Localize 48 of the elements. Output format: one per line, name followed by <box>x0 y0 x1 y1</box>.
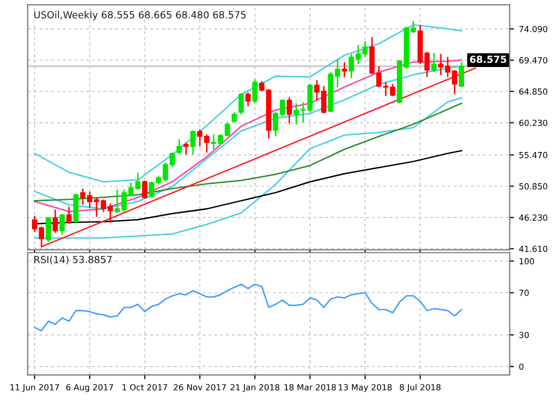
line-series <box>34 284 462 332</box>
ref-line-label: 68.575 <box>470 56 506 63</box>
candlestick <box>183 142 189 156</box>
candlestick <box>458 61 464 88</box>
chart-title: RSI(14) 53.8857 <box>34 256 112 264</box>
x-tick-label: 26 Nov 2017 <box>174 384 226 390</box>
candlestick <box>46 216 51 243</box>
candlestick <box>52 208 58 234</box>
y-tick-label: 46.230 <box>519 214 548 221</box>
text: USOil,Weekly 68.555 68.665 68.480 68.575 <box>34 10 246 20</box>
candlestick <box>38 226 44 248</box>
x-tick-label: 6 Aug 2017 <box>66 384 113 392</box>
y-tick-label: 69.470 <box>519 57 548 64</box>
candlestick <box>252 78 258 104</box>
x-tick-label: 1 Oct 2017 <box>122 384 168 390</box>
candlestick <box>238 92 244 116</box>
y-tick-label: 30 <box>519 332 529 338</box>
x-tick-label: 21 Jan 2018 <box>230 384 280 392</box>
y-tick-label: 60.230 <box>519 120 548 126</box>
y-tick-label: 74.090 <box>519 26 548 32</box>
candlestick <box>190 130 196 156</box>
candlestick <box>342 61 348 78</box>
line-series <box>34 97 462 239</box>
candlestick <box>66 206 72 224</box>
x-tick-label: 11 Jun 2017 <box>10 384 59 392</box>
candlestick <box>59 214 65 236</box>
line-series <box>34 102 462 202</box>
y-tick-label: 0 <box>519 363 524 370</box>
candlestick <box>232 112 237 124</box>
y-tick-label: 70 <box>519 290 529 296</box>
x-tick-label: 8 Jul 2018 <box>400 384 441 392</box>
y-tick-label: 100 <box>520 258 534 264</box>
candlestick <box>431 52 437 73</box>
candlestick <box>142 180 148 200</box>
candlestick <box>272 111 278 138</box>
y-tick-label: 41.610 <box>519 246 548 252</box>
candlestick <box>176 138 182 156</box>
y-tick-label: 55.470 <box>519 152 548 158</box>
candlestick <box>286 96 292 124</box>
x-tick-label: 18 Mar 2018 <box>284 384 336 390</box>
candlestick <box>210 134 216 150</box>
x-tick-label: 13 May 2018 <box>338 384 392 392</box>
candlestick <box>245 91 251 107</box>
line-series <box>34 24 462 182</box>
candlestick <box>280 98 286 117</box>
y-tick-label: 50.850 <box>519 183 548 190</box>
candlestick <box>32 215 38 233</box>
y-tick-label: 64.850 <box>519 88 548 95</box>
